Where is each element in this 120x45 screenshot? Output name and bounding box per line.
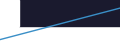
Bar bbox=[0, 0, 19, 26]
Bar bbox=[19, 0, 120, 26]
